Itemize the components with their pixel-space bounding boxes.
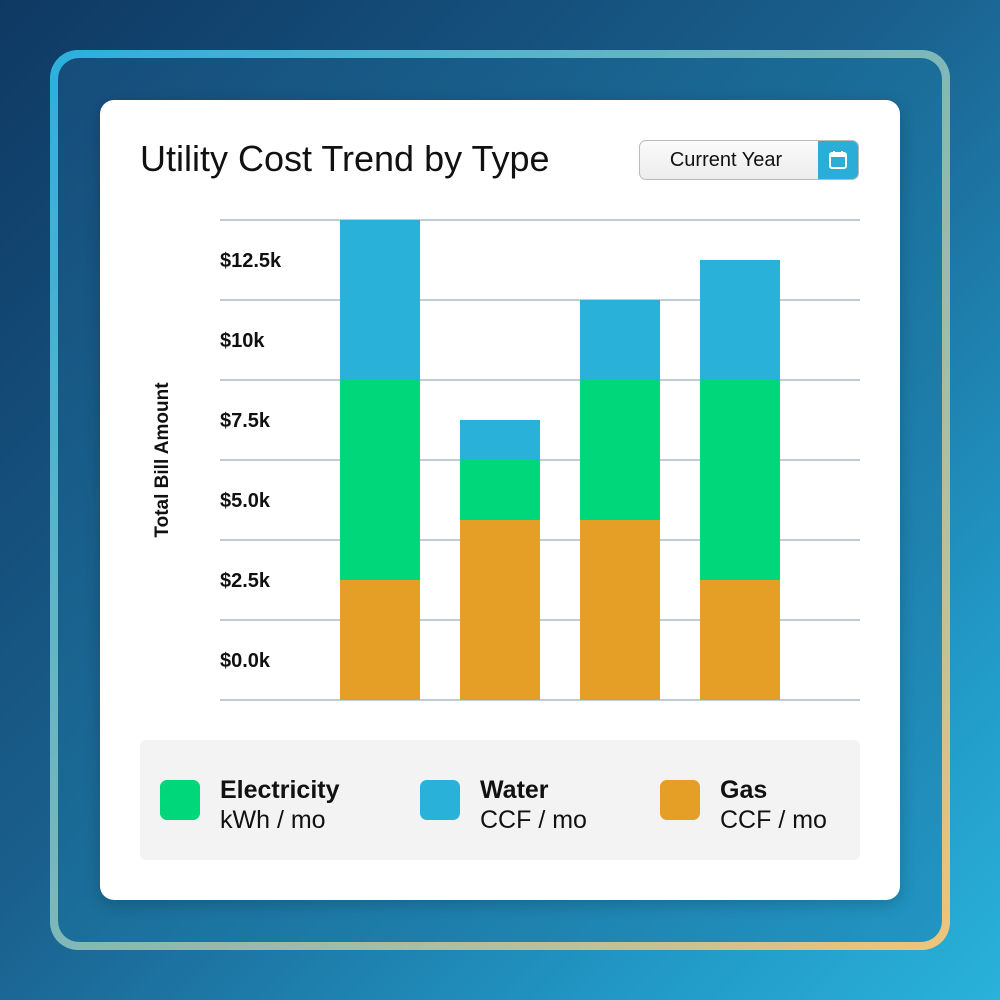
calendar-icon: [829, 151, 847, 169]
water-swatch: [420, 780, 460, 820]
date-range-value: Current Year: [669, 148, 783, 171]
stacked-bar-chart: $12.5k $10k $7.5k $5.0k $2.5k $0.0k Total Bill…: [152, 219, 860, 701]
bar-gas: [340, 580, 420, 700]
y-tick-label: $7.5k: [220, 410, 271, 432]
legend-item-water: Water CCF / mo: [420, 776, 587, 836]
bar-water: [460, 420, 540, 460]
y-tick-label: $0.0k: [220, 650, 271, 672]
bar-water: [340, 220, 420, 380]
bar-electricity: [460, 460, 540, 520]
legend-item-gas: Gas CCF / mo: [660, 776, 827, 836]
legend-unit: CCF / mo: [480, 806, 587, 834]
y-tick-label: $10k: [220, 330, 265, 352]
legend: Electricity kWh / mo Water CCF / mo Gas …: [140, 740, 860, 860]
page-title: Utility Cost Trend by Type: [140, 138, 550, 179]
bar-gas: [700, 580, 780, 700]
calendar-button[interactable]: [818, 141, 858, 179]
date-range-picker[interactable]: Current Year: [639, 140, 859, 180]
electricity-swatch: [160, 780, 200, 820]
bar-water: [700, 260, 780, 380]
chart-card: Utility Cost Trend by Type Current Year …: [100, 100, 900, 900]
bar-water: [580, 300, 660, 380]
legend-name: Water: [480, 776, 549, 804]
legend-item-electricity: Electricity kWh / mo: [160, 776, 340, 836]
y-tick-label: $5.0k: [220, 490, 271, 512]
legend-unit: kWh / mo: [220, 806, 326, 834]
y-tick-label: $2.5k: [220, 570, 271, 592]
y-tick-label: $12.5k: [220, 250, 282, 272]
legend-name: Electricity: [220, 776, 340, 804]
y-axis-label: Total Bill Amount: [152, 382, 173, 538]
bar-electricity: [700, 380, 780, 580]
bar-electricity: [340, 380, 420, 580]
bar-gas: [460, 520, 540, 700]
legend-name: Gas: [720, 776, 768, 804]
bar-gas: [580, 520, 660, 700]
legend-unit: CCF / mo: [720, 806, 827, 834]
bar-electricity: [580, 380, 660, 520]
gas-swatch: [660, 780, 700, 820]
